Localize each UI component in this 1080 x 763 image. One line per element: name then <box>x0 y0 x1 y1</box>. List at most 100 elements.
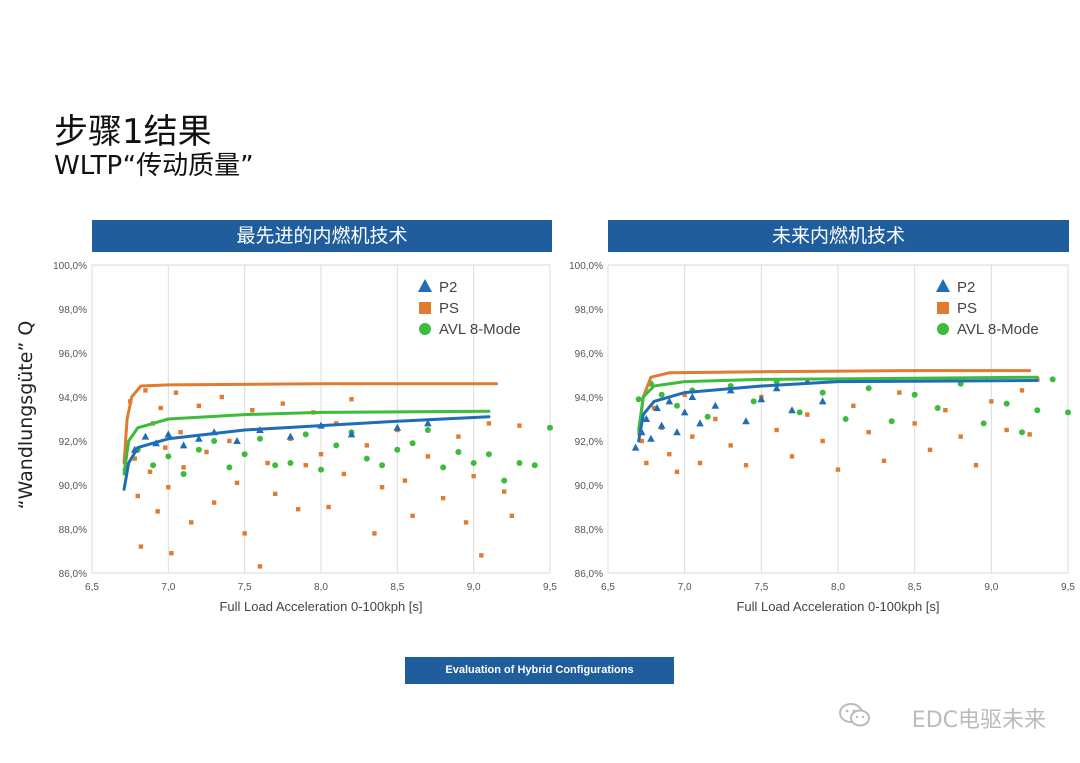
avl-point <box>704 413 711 420</box>
ps-point <box>674 469 680 474</box>
ps-point <box>897 390 902 395</box>
legend-label: AVL 8-Mode <box>439 321 521 338</box>
ps-point <box>169 551 174 556</box>
ps-point <box>341 471 347 477</box>
avl-point <box>287 460 294 466</box>
ps-point <box>1004 427 1009 433</box>
avl-point <box>272 462 279 469</box>
x-tick-label: 7,5 <box>754 582 768 593</box>
ps-point <box>155 509 160 514</box>
ps-point <box>250 408 255 413</box>
p2-point <box>680 408 689 416</box>
y-tick-label: 86,0% <box>575 569 603 580</box>
p2-point <box>195 434 203 442</box>
p2-point <box>286 432 295 440</box>
wechat-icon <box>839 703 870 727</box>
ps-point <box>178 430 183 435</box>
x-tick-label: 7,0 <box>161 582 175 593</box>
x-tick-label: 8,0 <box>314 582 328 593</box>
avl-point <box>226 464 233 471</box>
ps-point <box>303 463 308 468</box>
avl-point <box>1003 400 1010 407</box>
p2-fit-line <box>637 379 1039 443</box>
legend-label: PS <box>957 300 977 317</box>
ps-point <box>349 397 354 402</box>
avl-point <box>424 427 431 433</box>
avl-point <box>485 451 492 458</box>
ps-point <box>219 394 224 400</box>
y-tick-label: 88,0% <box>59 525 87 536</box>
footer-banner: Evaluation of Hybrid Configurations <box>405 657 674 684</box>
ps-point <box>189 520 194 525</box>
p2-point <box>164 430 173 438</box>
y-tick-label: 98,0% <box>59 305 87 316</box>
p2-point <box>233 437 241 444</box>
ps-fit-line <box>122 382 499 465</box>
avl-fit-line <box>122 409 491 476</box>
ps-point <box>644 460 649 466</box>
legend-p2-marker <box>936 279 950 292</box>
ps-point <box>132 456 137 461</box>
avl-point <box>842 416 849 422</box>
avl-point <box>470 460 477 466</box>
p2-point <box>696 419 704 427</box>
ps-point <box>881 458 887 463</box>
y-tick-label: 92,0% <box>59 437 87 448</box>
avl-point <box>440 464 447 471</box>
p2-point <box>653 404 661 411</box>
ps-point <box>866 430 871 435</box>
ps-point <box>227 438 232 444</box>
x-tick-label: 8,5 <box>390 582 404 593</box>
avl-point <box>150 462 157 469</box>
avl-point <box>674 402 680 409</box>
ps-point <box>774 427 779 433</box>
avl-point <box>911 391 918 398</box>
x-tick-label: 9,0 <box>984 582 998 593</box>
avl-point <box>363 455 370 462</box>
ps-point <box>364 443 369 448</box>
avl-point <box>180 471 187 477</box>
p2-point <box>393 423 402 431</box>
avl-point <box>318 466 324 473</box>
p2-point <box>141 432 150 440</box>
ps-point <box>163 445 168 450</box>
avl-point <box>455 449 462 455</box>
x-tick-label: 6,5 <box>601 582 615 593</box>
ps-point <box>295 507 301 512</box>
ps-point <box>805 412 810 417</box>
ps-point <box>173 390 179 395</box>
ps-point <box>242 531 247 536</box>
y-tick-label: 90,0% <box>59 481 87 492</box>
y-tick-label: 98,0% <box>575 305 603 316</box>
y-tick-label: 96,0% <box>575 349 603 360</box>
avl-point <box>865 385 872 392</box>
ps-point <box>471 474 476 479</box>
chart-left-title: 最先进的内燃机技术 <box>92 220 552 252</box>
ps-point <box>502 489 507 494</box>
ps-point <box>1027 432 1032 437</box>
avl-point <box>1034 407 1041 414</box>
p2-point <box>742 417 750 425</box>
p2-point <box>757 395 766 403</box>
avl-point <box>547 424 553 431</box>
legend-avl-marker <box>937 323 949 335</box>
x-tick-label: 9,0 <box>467 582 481 593</box>
avl-point <box>379 462 386 469</box>
ps-point <box>517 423 522 428</box>
x-tick-label: 8,5 <box>908 582 922 593</box>
ps-point <box>196 403 202 408</box>
avl-point <box>1019 429 1025 436</box>
legend-p2-marker <box>418 279 432 292</box>
p2-point <box>711 401 720 409</box>
chart-right-title: 未来内燃机技术 <box>608 220 1069 252</box>
ps-point <box>682 392 687 397</box>
avl-point <box>211 438 218 444</box>
ps-point <box>943 408 948 413</box>
ps-point <box>958 434 963 439</box>
ps-point <box>789 454 795 459</box>
ps-point <box>234 480 240 485</box>
avl-point <box>501 477 508 484</box>
x-tick-label: 7,5 <box>238 582 252 593</box>
avl-point <box>1049 376 1056 383</box>
ps-point <box>143 388 148 393</box>
